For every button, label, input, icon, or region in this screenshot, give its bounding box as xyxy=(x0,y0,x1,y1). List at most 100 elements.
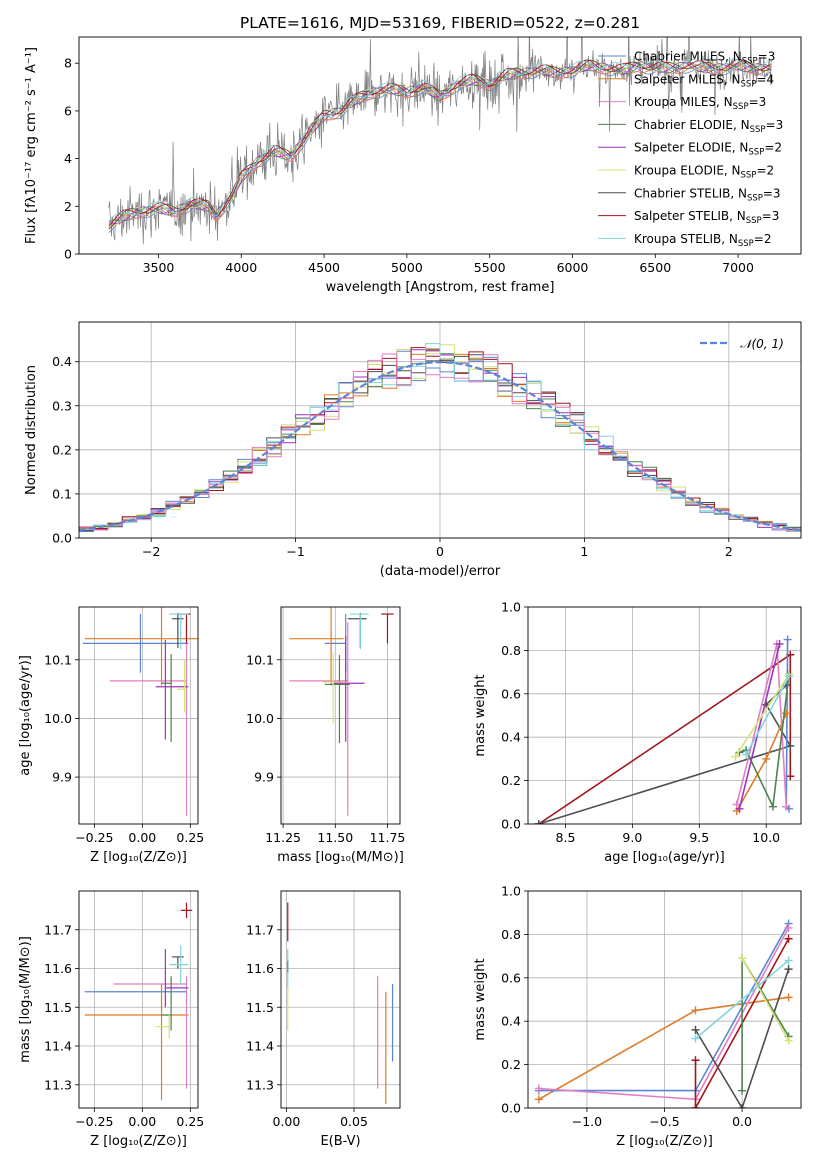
plot-area xyxy=(79,891,198,1108)
x-axis-label: (data-model)/error xyxy=(380,564,501,579)
figure-title: PLATE=1616, MJD=53169, FIBERID=0522, z=0… xyxy=(240,14,640,32)
panel-residuals: −2 −1 0 1 2 0.0 0.1 0.2 0.3 0.4 (data-model)/error… xyxy=(24,321,802,579)
legend-sub: SSP xyxy=(748,148,764,158)
y-tick-label: 11.5 xyxy=(44,1000,72,1015)
x-tick-label: −1 xyxy=(286,544,304,559)
plot-area xyxy=(108,37,772,245)
legend-label: Salpeter MILES, N xyxy=(634,72,741,86)
y-tick-label: 0.2 xyxy=(52,442,72,457)
x-tick-label: 11.75 xyxy=(370,830,406,845)
weight-marker xyxy=(784,993,793,1002)
legend-tail: =3 xyxy=(766,118,784,132)
legend-label: Kroupa STELIB, N xyxy=(634,232,738,246)
weight-line xyxy=(694,968,790,1108)
y-axis-label: Flux [fλ10⁻¹⁷ erg cm⁻² s⁻¹ A⁻¹] xyxy=(24,47,39,244)
plot-area xyxy=(528,607,801,824)
weight-marker xyxy=(786,772,795,781)
weight-line xyxy=(734,673,790,758)
model-spectrum-line xyxy=(108,58,771,222)
legend-tail: =3 xyxy=(763,186,781,200)
legend-label: Kroupa ELODIE, N xyxy=(634,164,741,178)
model-spectrum-line xyxy=(108,62,771,225)
y-tick-label: 9.9 xyxy=(254,770,274,785)
weight-marker xyxy=(735,804,744,813)
legend-label: Salpeter STELIB, N xyxy=(634,209,746,223)
y-tick-label: 10.1 xyxy=(44,652,72,667)
y-tick-label: 0.4 xyxy=(52,354,72,369)
weight-marker xyxy=(782,802,791,811)
axes-frame xyxy=(78,321,802,539)
legend-entry: Salpeter ELODIE, NSSP=2 xyxy=(634,141,782,158)
x-tick-label: 0.00 xyxy=(128,1114,156,1129)
legend-sub: SSP xyxy=(733,102,749,112)
plot-area xyxy=(79,322,801,538)
legend-tail: =2 xyxy=(764,141,782,155)
weight-marker xyxy=(786,741,795,750)
x-tick-label: 4000 xyxy=(225,260,257,275)
x-tick-label: 7000 xyxy=(722,260,754,275)
weight-line xyxy=(538,927,790,1101)
weight-marker xyxy=(783,635,792,644)
weight-marker xyxy=(691,1025,700,1034)
weight-marker xyxy=(784,956,793,965)
weight-marker xyxy=(784,672,793,681)
weight-marker xyxy=(691,1056,700,1065)
legend-entry: Chabrier MILES, NSSP=3 xyxy=(634,50,775,67)
legend-tail: =4 xyxy=(756,72,774,86)
y-tick-label: 11.7 xyxy=(44,922,72,937)
x-tick-label: 2 xyxy=(725,544,733,559)
weight-line xyxy=(739,674,790,810)
plot-area xyxy=(281,607,400,824)
weight-marker xyxy=(784,965,793,974)
x-tick-label: −0.5 xyxy=(649,1114,679,1129)
y-tick-label: 1.0 xyxy=(501,884,521,899)
weight-line xyxy=(741,957,790,1042)
legend-label: Chabrier STELIB, N xyxy=(634,186,747,200)
normal-curve xyxy=(79,360,801,532)
x-tick-label: −0.25 xyxy=(75,1114,113,1129)
axes-frame xyxy=(78,36,802,255)
y-axis-label: Normed distribution xyxy=(24,365,39,495)
weight-line xyxy=(785,639,790,810)
y-tick-label: 10.1 xyxy=(246,652,274,667)
x-axis-label: wavelength [Angstrom, rest frame] xyxy=(326,280,555,295)
x-tick-label: 5500 xyxy=(474,260,506,275)
x-axis-label: Z [log₁₀(Z/Z⊙)] xyxy=(90,850,187,865)
y-tick-label: 10.0 xyxy=(44,711,72,726)
weight-marker xyxy=(534,1084,543,1093)
model-spectrum-line xyxy=(108,60,771,227)
y-tick-label: 6 xyxy=(64,103,72,118)
weight-marker xyxy=(768,802,777,811)
x-tick-label: 0.25 xyxy=(176,830,204,845)
plot-area xyxy=(281,891,400,1108)
y-tick-label: 11.5 xyxy=(246,1000,274,1015)
panel-weight-vs-age: 8.5 9.0 9.5 10.0 0.0 0.2 0.4 0.6 0.8 1.0 age [log₁… xyxy=(473,600,802,865)
weight-line xyxy=(538,996,789,1100)
weight-line xyxy=(738,643,781,809)
plot-area xyxy=(79,607,198,824)
weight-marker xyxy=(738,954,747,963)
y-tick-label: 8 xyxy=(64,56,72,71)
weight-line xyxy=(694,959,790,1040)
panel-spectrum: 3500 4000 4500 5000 5500 6000 6500 7000 0 2 4 6 8 wav… xyxy=(24,36,802,295)
axes-frame xyxy=(527,890,802,1109)
legend-entry: Chabrier STELIB, NSSP=3 xyxy=(634,186,781,203)
model-spectrum-line xyxy=(108,59,771,229)
x-tick-label: 11.25 xyxy=(265,830,301,845)
legend-tail: =3 xyxy=(762,209,780,223)
weight-marker xyxy=(784,1036,793,1045)
legend-sub: SSP xyxy=(750,125,766,135)
weight-marker xyxy=(731,752,740,761)
legend-label: Chabrier ELODIE, N xyxy=(634,118,750,132)
x-tick-label: 6000 xyxy=(557,260,589,275)
legend-sub: SSP xyxy=(746,216,762,226)
x-tick-label: 0.25 xyxy=(176,1114,204,1129)
legend-sub: SSP xyxy=(741,79,757,89)
x-tick-label: −1.0 xyxy=(572,1114,602,1129)
weight-marker xyxy=(762,754,771,763)
y-tick-label: 0 xyxy=(64,247,72,262)
y-tick-label: 0.4 xyxy=(501,1014,521,1029)
weight-marker xyxy=(738,1104,747,1108)
weight-marker xyxy=(742,750,751,759)
